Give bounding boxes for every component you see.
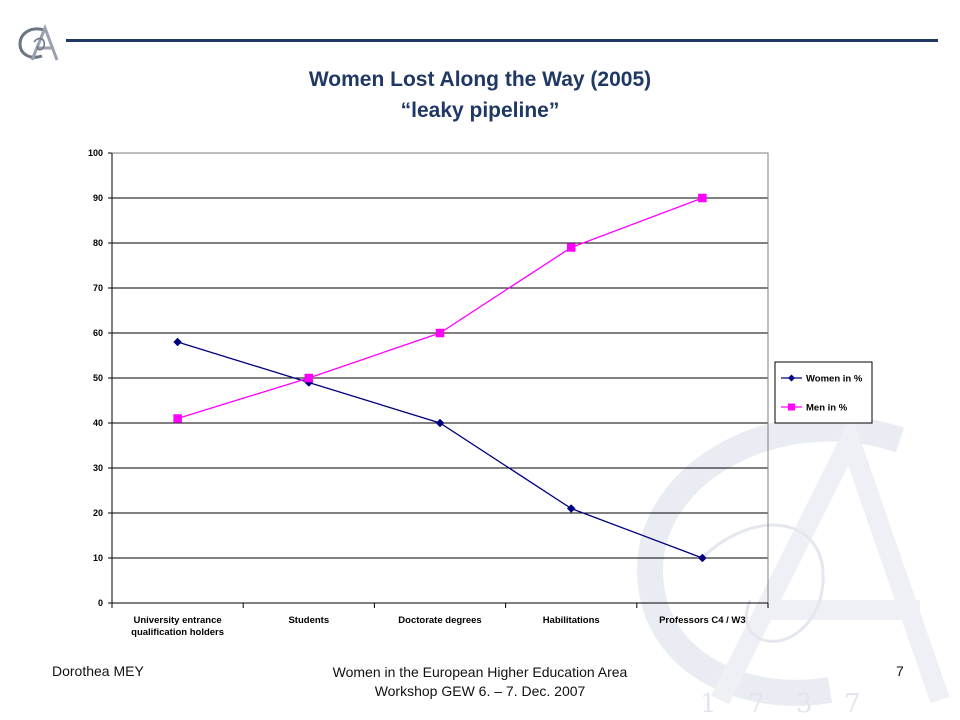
slide-title: Women Lost Along the Way (2005) “leaky p… bbox=[0, 64, 960, 126]
y-tick-label: 10 bbox=[93, 553, 103, 563]
series-lines bbox=[173, 193, 707, 563]
y-tick-label: 100 bbox=[88, 148, 103, 158]
y-tick-label: 20 bbox=[93, 508, 103, 518]
legend-marker-diamond bbox=[788, 374, 795, 382]
footer-event-line1: Women in the European Higher Education A… bbox=[332, 664, 628, 680]
y-tick-label: 70 bbox=[93, 283, 103, 293]
page-number: 7 bbox=[896, 663, 904, 679]
data-point-women bbox=[566, 504, 576, 513]
legend: Women in % Men in % bbox=[774, 361, 873, 424]
data-point-men bbox=[304, 373, 314, 383]
x-category-label: Students bbox=[288, 615, 329, 626]
y-tick-label: 50 bbox=[93, 373, 103, 383]
legend-box bbox=[774, 361, 873, 424]
x-category-label: qualification holders bbox=[131, 627, 224, 638]
y-tick-label: 90 bbox=[93, 193, 103, 203]
y-tick-label: 80 bbox=[93, 238, 103, 248]
x-category-label: Professors C4 / W3 bbox=[659, 615, 746, 626]
legend-label: Men in % bbox=[806, 403, 848, 414]
y-tick-label: 60 bbox=[93, 328, 103, 338]
data-point-women bbox=[173, 337, 182, 347]
series-line-women-in bbox=[177, 341, 703, 559]
x-category-label: University entrance bbox=[134, 615, 222, 626]
slide-title-line2: “leaky pipeline” bbox=[400, 99, 560, 122]
data-point-men bbox=[566, 243, 576, 252]
series-line-men-in bbox=[177, 197, 703, 420]
legend-label: Women in % bbox=[806, 374, 863, 385]
data-point-women bbox=[698, 553, 707, 563]
data-point-men bbox=[435, 328, 445, 338]
y-tick-label: 0 bbox=[98, 598, 103, 608]
axes: 0 10 20 30 40 50 60 70 80 90 100 University entranc… bbox=[88, 148, 769, 638]
svg-text:7: 7 bbox=[748, 689, 765, 719]
svg-text:1: 1 bbox=[700, 689, 717, 719]
footer-event-line2: Workshop GEW 6. – 7. Dec. 2007 bbox=[374, 683, 586, 699]
x-category-label: Habilitations bbox=[543, 615, 600, 626]
x-category-label: Doctorate degrees bbox=[398, 615, 481, 626]
y-tick-label: 30 bbox=[93, 463, 103, 473]
slide-title-line1: Women Lost Along the Way (2005) bbox=[308, 68, 652, 91]
footer-author: Dorothea MEY bbox=[52, 663, 144, 679]
header-rule bbox=[66, 39, 938, 42]
legend-marker-square bbox=[788, 403, 795, 411]
footer-event: Women in the European Higher Education A… bbox=[0, 663, 960, 701]
y-tick-label: 40 bbox=[93, 418, 103, 428]
svg-text:3: 3 bbox=[796, 689, 813, 719]
institution-monogram-logo bbox=[18, 23, 59, 61]
gridlines bbox=[112, 152, 768, 559]
data-point-women bbox=[435, 418, 445, 428]
svg-text:7: 7 bbox=[844, 689, 861, 719]
data-point-men bbox=[173, 414, 182, 423]
data-point-men bbox=[698, 193, 707, 203]
